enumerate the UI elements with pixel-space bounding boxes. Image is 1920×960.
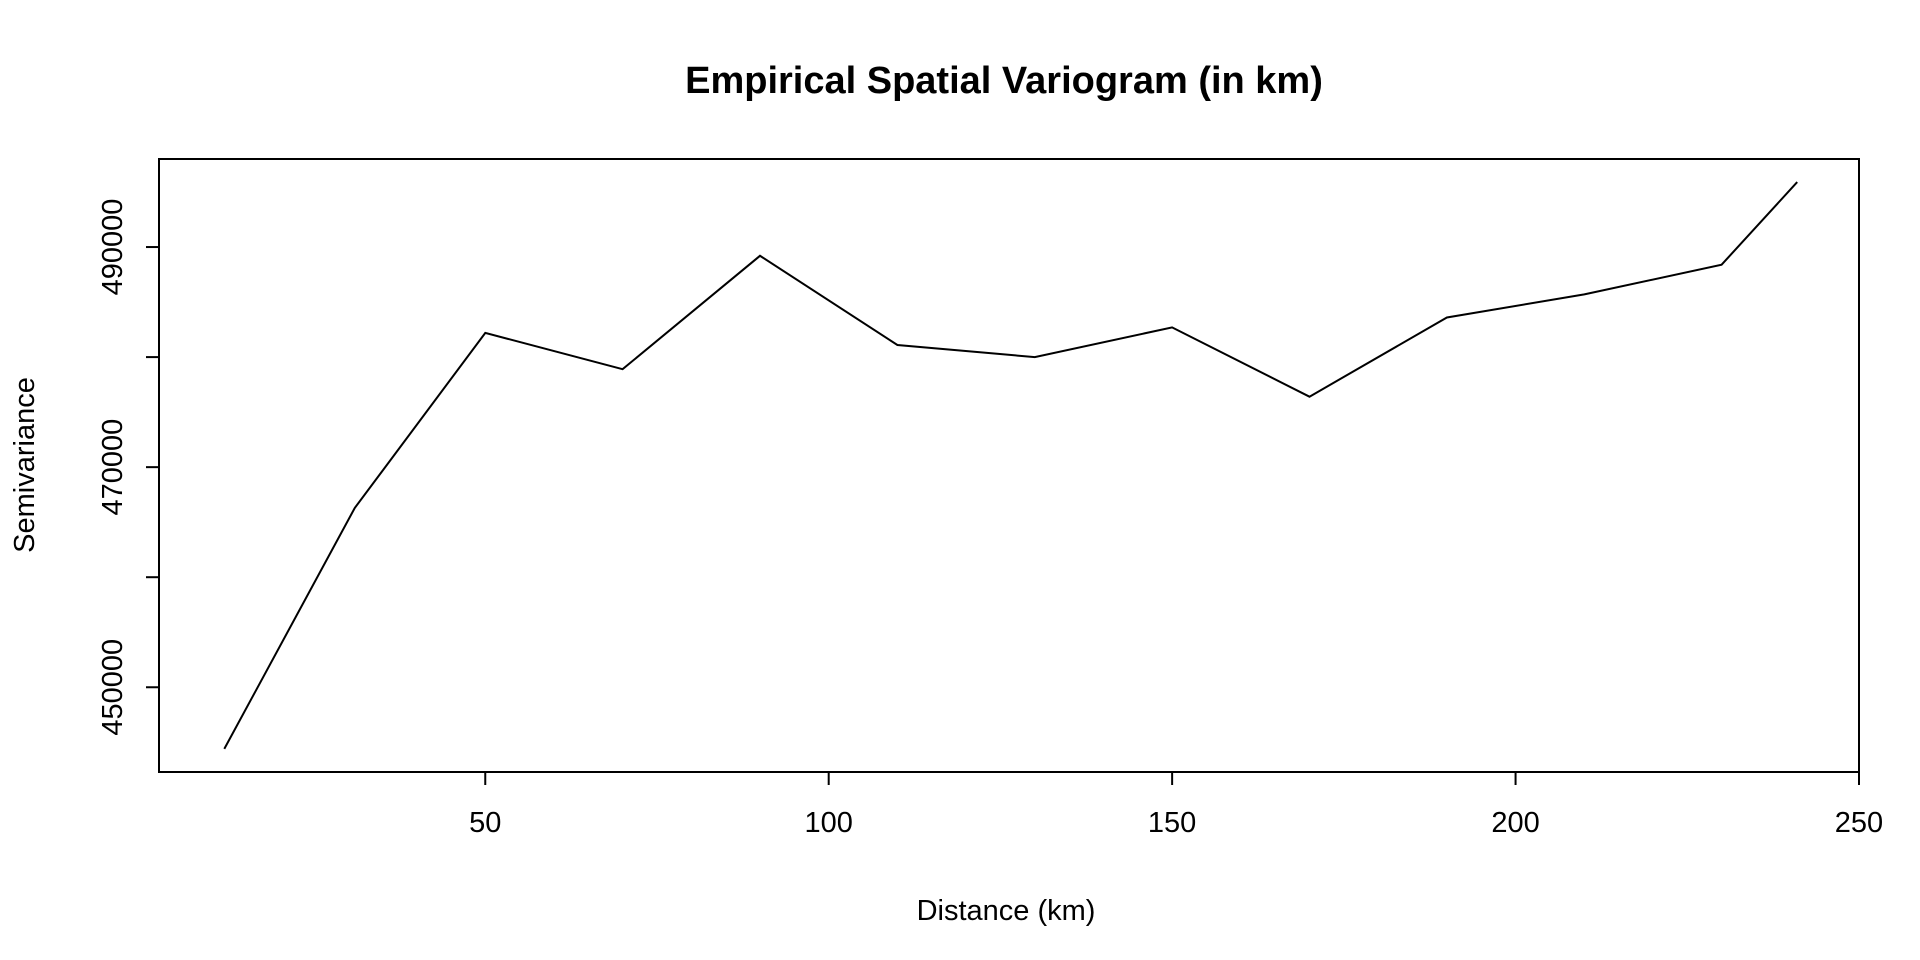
y-tick-label: 470000 [97,419,129,516]
x-tick-label: 200 [1491,807,1539,839]
x-tick-label: 100 [805,807,853,839]
y-tick-label: 490000 [97,199,129,296]
y-axis-label: Semivariance [9,377,41,553]
x-axis: 50 100 150 200 250 [469,772,1883,839]
series-line [223,181,1798,750]
x-tick-label: 150 [1148,807,1196,839]
x-tick-label: 50 [469,807,501,839]
y-axis: 450000 470000 490000 [97,199,159,736]
series-layer [223,181,1798,750]
plot-area-frame [158,158,1860,773]
x-tick-label: 250 [1835,807,1883,839]
x-axis-label: Distance (km) [917,895,1096,927]
chart-title: Empirical Spatial Variogram (in km) [685,60,1323,102]
y-tick-label: 450000 [97,639,129,736]
